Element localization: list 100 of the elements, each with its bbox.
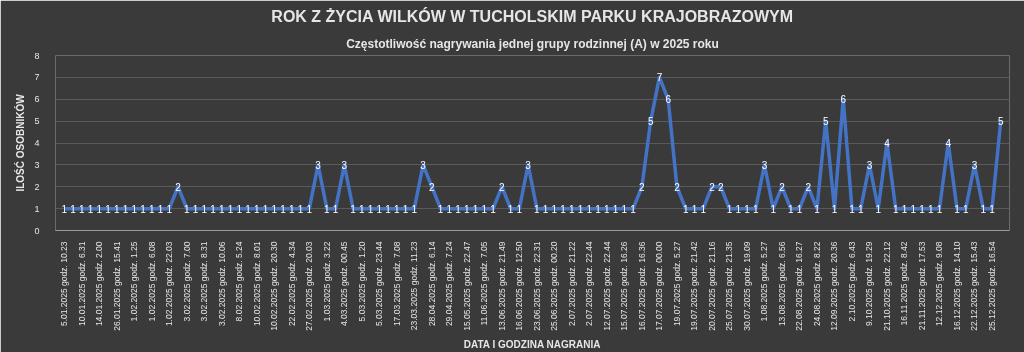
data-label: 1 [787,203,794,215]
data-label: 1 [140,203,147,215]
x-tick-label: 12.09.2025 godz. 20.36 [829,241,840,331]
data-label: 2 [717,181,724,193]
x-tick-label: 1.02.2025 godz. 6.08 [146,241,157,322]
data-label: 1 [814,203,821,215]
data-label: 1 [385,203,392,215]
data-label: 6 [665,94,672,106]
x-tick-label: 1.02.2025 godz. 1.25 [129,241,140,322]
data-label: 1 [148,203,155,215]
y-tick-label: 0 [34,225,40,236]
data-label: 1 [472,203,479,215]
data-label: 1 [324,203,331,215]
x-tick-label: 19.07.2025 godz. 5.27 [671,241,682,327]
data-label: 1 [297,203,304,215]
data-label: 1 [262,203,269,215]
data-label: 1 [726,203,733,215]
x-tick-label: 24.08.2025 godz. 8.22 [811,241,822,327]
x-tick-label: 16.12.2025 godz. 14.10 [951,241,962,331]
x-tick-label: 5.01.2025 godz. 10.23 [59,241,70,327]
data-label: 1 [201,203,208,215]
data-label: 1 [919,203,926,215]
x-tick-label: 25.12.2025 godz. 16.54 [987,241,997,331]
y-tick-label: 2 [34,181,40,192]
chart-title: ROK Z ŻYCIA WILKÓW W TUCHOLSKIM PARKU KRAJOBRAZOWYM [271,6,794,25]
x-tick-label: 23.03.2025 godz. 11.23 [409,241,420,331]
data-label: 1 [770,203,777,215]
data-label: 3 [971,159,978,171]
x-tick-label: 28.04.2025 godz. 6.14 [426,241,437,327]
x-axis-title: DATA I GODZINA NAGRANIA [463,338,601,350]
data-label: 6 [840,94,847,106]
data-label: 1 [700,203,707,215]
data-label: 2 [805,181,812,193]
y-axis-title: ILOŚĆ OSOBNIKÓW [14,93,27,192]
data-label: 1 [954,203,961,215]
y-tick-label: 8 [34,50,40,61]
x-tick-label: 14.01.2025 godz. 2.00 [94,241,105,327]
data-label: 4 [884,138,891,149]
data-label: 1 [507,203,514,215]
data-label: 1 [796,203,803,215]
x-tick-label: 17.07.2025 godz. 00.00 [654,241,665,331]
data-label: 1 [131,203,138,215]
chart-subtitle: Częstotliwość nagrywania jednej grupy rodzinnej (A) w 2025 roku [346,36,719,51]
data-label: 1 [332,203,339,215]
data-label: 1 [691,203,698,215]
data-label: 1 [630,203,637,215]
x-tick-label: 2.07.2025 godz. 21.22 [566,241,577,327]
x-tick-label: 15.05.2025 godz. 22.47 [461,241,472,331]
data-label: 1 [577,203,584,215]
data-label: 3 [315,159,322,171]
x-tick-label: 13.06.2025 godz. 21.49 [496,241,507,331]
data-label: 1 [936,203,943,215]
data-label: 1 [367,203,374,215]
x-tick-label: 2.10.2025 godz. 6.43 [846,241,857,322]
x-tick-label: 29.04.2025 godz. 7.24 [444,241,455,327]
x-tick-label: 10.01.2025 godz. 6.31 [76,241,87,327]
data-label: 1 [534,203,541,215]
x-tick-label: 16.07.2025 godz. 16.36 [636,241,647,331]
x-tick-label: 5.03.2025 godz. 1.20 [356,241,367,322]
data-label: 1 [227,203,234,215]
x-tick-label: 5.03.2025 godz. 23.44 [374,241,385,327]
data-label: 1 [464,203,471,215]
data-label: 1 [192,203,199,215]
x-tick-label: 16.06.2025 godz. 12.50 [514,241,525,331]
data-label: 1 [96,203,103,215]
x-tick-label: 21.11.2025 godz. 17.53 [916,241,927,331]
x-tick-label: 8.02.2025 godz. 5.24 [234,241,245,322]
data-label: 1 [604,203,611,215]
x-tick-label: 16.11.2025 godz. 8.42 [899,241,910,326]
data-label: 1 [166,203,173,215]
data-label: 1 [376,203,383,215]
data-label: 1 [157,203,164,215]
data-label: 1 [989,203,996,215]
data-label: 1 [350,203,357,215]
data-label: 1 [857,203,864,215]
data-label: 1 [752,203,759,215]
data-label: 2 [499,181,506,193]
data-label: 1 [455,203,462,215]
y-tick-label: 7 [34,72,40,83]
data-label: 1 [910,203,917,215]
line-series [62,75,1003,211]
data-label: 1 [735,203,742,215]
data-label: 1 [481,203,488,215]
data-label: 1 [901,203,908,215]
x-tick-label: 12.12.2025 godz. 9.08 [934,241,945,327]
y-tick-label: 3 [34,159,40,170]
data-label: 5 [822,116,829,128]
data-label: 1 [595,203,602,215]
data-label: 1 [551,203,558,215]
x-tick-label: 22.08.2025 godz. 16.27 [794,241,805,331]
data-label: 3 [761,159,768,171]
x-tick-label: 2.07.2025 godz. 22.44 [584,241,595,327]
data-label: 1 [490,203,497,215]
x-tick-label: 4.03.2025 godz. 00.45 [339,241,350,327]
data-label: 1 [831,203,838,215]
x-tick-label: 22.12.2025 godz. 15.43 [969,241,980,331]
x-tick-label: 1.08.2025 godz. 5.27 [759,241,770,322]
data-label: 1 [359,203,366,215]
data-label: 1 [621,203,628,215]
x-tick-label: 13.08.2025 godz. 6.56 [776,241,787,327]
